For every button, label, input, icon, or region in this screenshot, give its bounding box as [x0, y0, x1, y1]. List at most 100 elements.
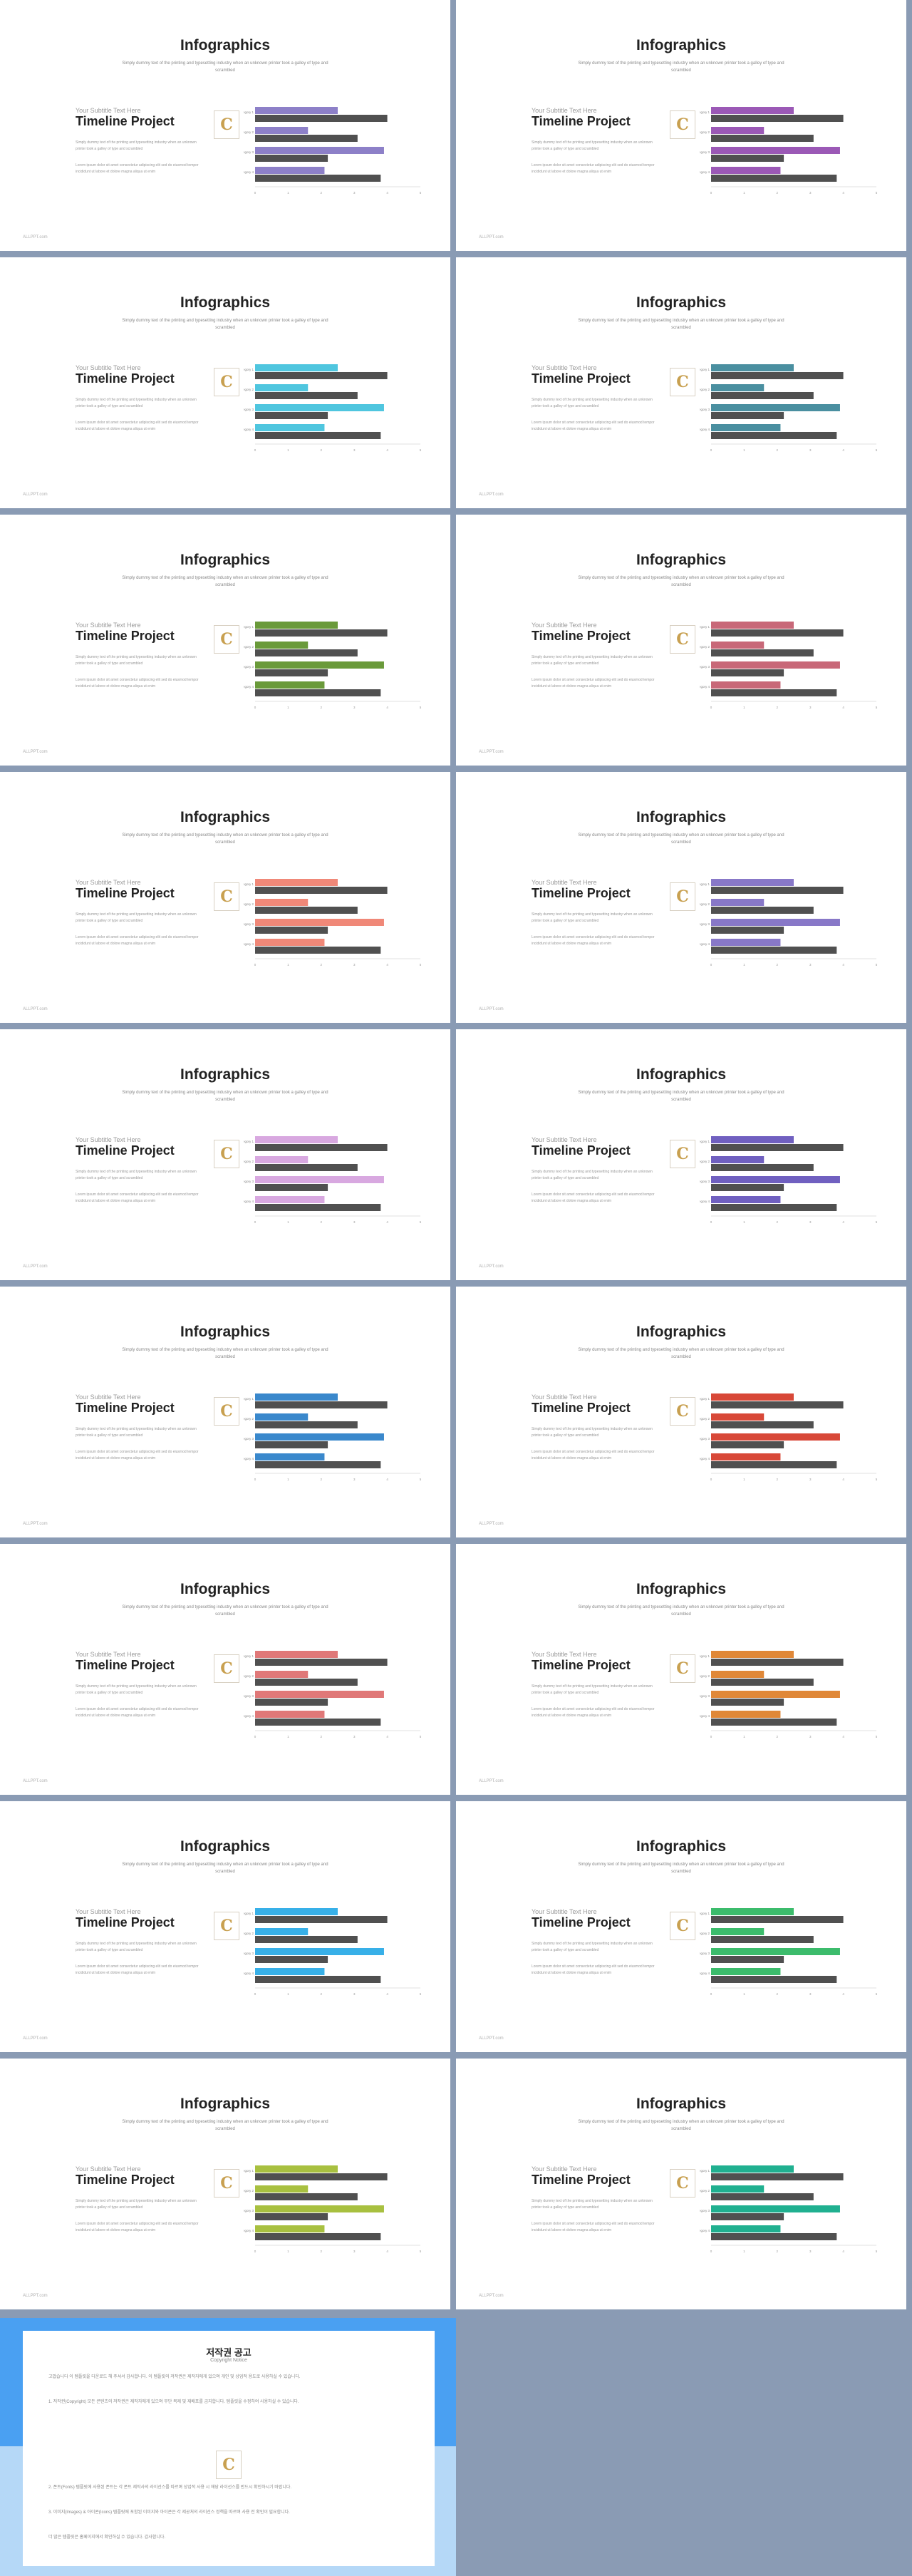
logo-letter: C: [220, 2174, 233, 2193]
bar-series-1: [255, 661, 384, 669]
slide[interactable]: Infographics Simply dummy text of the pr…: [456, 257, 906, 508]
category-label: Category 1: [700, 1912, 710, 1915]
slide[interactable]: Infographics Simply dummy text of the pr…: [456, 515, 906, 766]
slide[interactable]: Infographics Simply dummy text of the pr…: [0, 0, 450, 251]
bar-series-2: [255, 392, 358, 399]
logo-icon: C: [670, 1140, 695, 1168]
slide-title: Infographics: [180, 1838, 270, 1855]
category-label: Category 3: [700, 1437, 710, 1441]
logo-icon: C: [670, 1654, 695, 1683]
slide[interactable]: Infographics Simply dummy text of the pr…: [456, 1801, 906, 2052]
bar-series-1: [255, 404, 384, 411]
bar-series-1: [711, 919, 840, 926]
bar-series-2: [255, 1204, 381, 1211]
slide[interactable]: Infographics Simply dummy text of the pr…: [0, 1544, 450, 1795]
tick-label: 0: [710, 1992, 712, 1996]
bar-series-2: [711, 649, 814, 656]
bar-series-1: [255, 424, 325, 431]
slide[interactable]: Infographics Simply dummy text of the pr…: [456, 1029, 906, 1280]
bar-series-2: [255, 115, 388, 122]
bar-series-2: [255, 1401, 388, 1408]
slide-heading: Timeline Project: [532, 629, 631, 643]
bar-series-2: [711, 1719, 837, 1726]
tick-label: 5: [420, 1478, 422, 1481]
tick-label: 1: [287, 2250, 289, 2253]
bar-series-1: [711, 1908, 794, 1915]
tick-label: 0: [254, 963, 256, 967]
slide-title: Infographics: [636, 1066, 726, 1083]
category-label: Category 3: [244, 1437, 254, 1441]
logo-icon: C: [670, 2169, 695, 2198]
slide-subtitle: Simply dummy text of the printing and ty…: [578, 1348, 784, 1359]
logo-icon: C: [214, 882, 239, 911]
category-label: Category 2: [244, 130, 254, 134]
category-label: Category 4: [700, 1457, 710, 1460]
slide-paragraph: Lorem ipsum dolor sit amet consectetur a…: [532, 1964, 655, 1975]
logo-icon: C: [214, 110, 239, 139]
bar-chart: Category 1 Category 2 Category 3 Category 4…: [700, 1393, 878, 1481]
bar-series-1: [255, 1651, 338, 1658]
bar-series-2: [711, 1164, 814, 1171]
bar-series-1: [711, 1413, 765, 1421]
bar-series-1: [255, 1711, 325, 1718]
bar-chart: Category 1 Category 2 Category 3 Category 4…: [244, 1136, 422, 1224]
logo-letter: C: [220, 630, 233, 649]
slide-footer: ALLPPT.com: [23, 1522, 48, 1526]
bar-series-1: [711, 2185, 765, 2193]
bar-series-1: [255, 919, 384, 926]
logo-icon: C: [214, 1140, 239, 1168]
tick-label: 4: [386, 191, 388, 195]
slide-heading: Timeline Project: [76, 1915, 175, 1930]
category-label: Category 4: [244, 942, 254, 946]
tick-label: 4: [386, 448, 388, 452]
slide-title: Infographics: [636, 2096, 726, 2112]
slide[interactable]: Infographics Simply dummy text of the pr…: [456, 772, 906, 1023]
logo-icon: C: [214, 1912, 239, 1940]
slide[interactable]: Infographics Simply dummy text of the pr…: [0, 515, 450, 766]
slide-paragraph: Lorem ipsum dolor sit amet consectetur a…: [532, 2222, 655, 2232]
slide[interactable]: Infographics Simply dummy text of the pr…: [0, 1287, 450, 1537]
bar-series-1: [255, 1196, 325, 1203]
slide[interactable]: Infographics Simply dummy text of the pr…: [456, 1544, 906, 1795]
slide[interactable]: Infographics Simply dummy text of the pr…: [456, 1287, 906, 1537]
bar-series-2: [711, 629, 844, 637]
slide-paragraph: Lorem ipsum dolor sit amet consectetur a…: [76, 1707, 199, 1718]
bar-series-2: [255, 907, 358, 914]
bar-series-2: [255, 1461, 381, 1468]
slide[interactable]: Infographics Simply dummy text of the pr…: [0, 1029, 450, 1280]
bar-series-2: [711, 1956, 784, 1963]
tick-label: 4: [386, 963, 388, 967]
tick-label: 2: [777, 1220, 779, 1224]
logo-icon: C: [214, 625, 239, 654]
category-label: Category 3: [244, 2209, 254, 2212]
tick-label: 0: [254, 191, 256, 195]
slide-heading: Timeline Project: [532, 371, 631, 386]
slide[interactable]: Infographics Simply dummy text of the pr…: [0, 257, 450, 508]
slide-paragraph: Simply dummy text of the printing and ty…: [532, 1684, 653, 1695]
slide[interactable]: Infographics Simply dummy text of the pr…: [0, 1801, 450, 2052]
bar-series-1: [711, 2225, 781, 2232]
tick-label: 0: [254, 706, 256, 709]
tick-label: 5: [876, 448, 878, 452]
slide[interactable]: Infographics Simply dummy text of the pr…: [456, 2059, 906, 2309]
slide-paragraph: Lorem ipsum dolor sit amet consectetur a…: [76, 163, 199, 174]
slide-heading: Timeline Project: [76, 2173, 175, 2187]
category-label: Category 2: [244, 388, 254, 391]
slide[interactable]: Infographics Simply dummy text of the pr…: [456, 0, 906, 251]
tick-label: 0: [710, 2250, 712, 2253]
bar-series-2: [711, 1659, 844, 1666]
slide-paragraph: Simply dummy text of the printing and ty…: [76, 2199, 197, 2210]
bar-series-2: [255, 887, 388, 894]
slide[interactable]: Infographics Simply dummy text of the pr…: [0, 2059, 450, 2309]
category-label: Category 4: [244, 1457, 254, 1460]
bar-series-1: [255, 1156, 309, 1163]
slide-paragraph: Lorem ipsum dolor sit amet consectetur a…: [532, 421, 655, 431]
tick-label: 2: [321, 1735, 323, 1738]
tick-label: 0: [254, 1478, 256, 1481]
slide-label: Your Subtitle Text Here: [76, 107, 141, 114]
logo-letter: C: [676, 630, 689, 649]
slide[interactable]: Infographics Simply dummy text of the pr…: [0, 772, 450, 1023]
bar-series-2: [711, 392, 814, 399]
category-label: Category 3: [700, 1952, 710, 1955]
slide-heading: Timeline Project: [532, 886, 631, 900]
